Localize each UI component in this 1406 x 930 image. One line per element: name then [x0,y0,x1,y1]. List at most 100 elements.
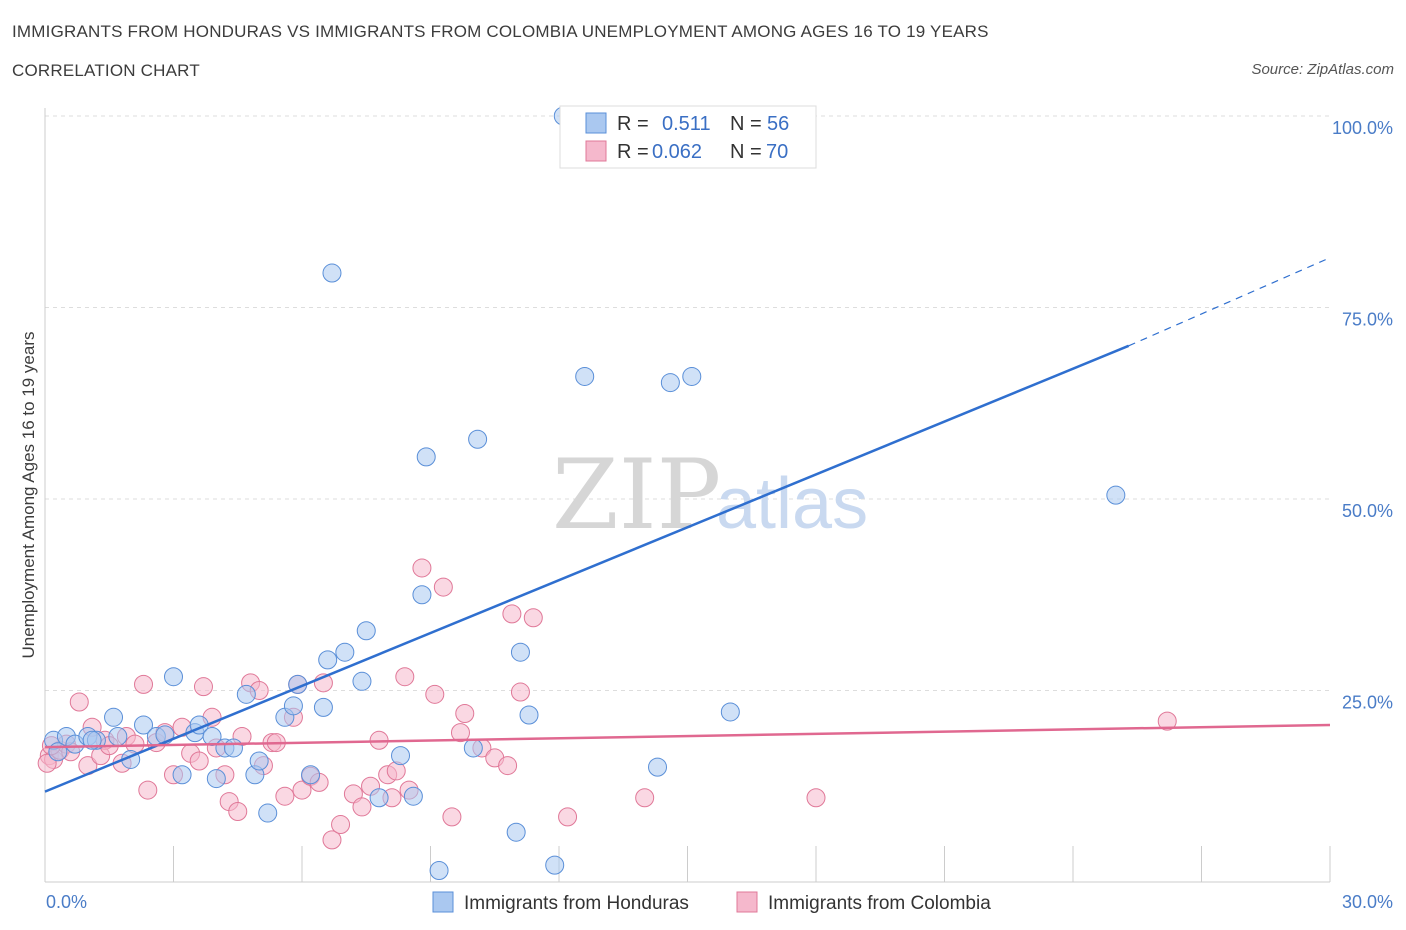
trend-line-colombia [44,723,1331,749]
colombia-point [292,780,312,800]
colombia-point [498,756,518,776]
chart-subtitle: CORRELATION CHART [12,61,200,80]
colombia-point [455,703,475,723]
honduras-point [391,746,411,766]
trend-line-honduras [44,344,1130,793]
series-colombia-points [37,558,1177,850]
watermark: ZIP atlas [552,439,868,551]
legend-r-label-1: R = [617,113,649,135]
colombia-point [635,788,655,808]
honduras-point [352,671,372,691]
honduras-point [412,585,432,605]
honduras-point [104,707,124,727]
honduras-point [660,373,680,393]
trend-line-honduras-extrapolated [1128,257,1331,347]
colombia-point [806,788,826,808]
colombia-point [228,802,248,822]
colombia-point [193,677,213,697]
colombia-point [331,815,351,835]
y-tick-label-100: 100.0% [1332,118,1393,138]
legend-n-value-honduras: 56 [767,113,789,135]
y-axis-label: Unemployment Among Ages 16 to 19 years [19,332,38,659]
series-legend: Immigrants from Honduras Immigrants from… [432,891,991,914]
watermark-zip: ZIP [552,439,721,551]
honduras-point [416,447,436,467]
legend-swatch-colombia [585,140,607,162]
bottom-legend-swatch-honduras [432,891,454,913]
colombia-point [189,751,209,771]
legend-r-value-honduras: 0.511 [662,113,711,135]
honduras-point [510,642,530,662]
honduras-point [356,621,376,641]
honduras-point [236,684,256,704]
colombia-point [558,807,578,827]
trend-lines [44,257,1331,793]
honduras-point [249,751,269,771]
honduras-point [206,769,226,789]
y-tick-labels: 25.0% 50.0% 75.0% 100.0% [1332,118,1393,713]
x-tick-label-min: 0.0% [46,892,87,912]
colombia-point [510,682,530,702]
colombia-point [134,674,154,694]
colombia-point [425,684,445,704]
honduras-point [1106,485,1126,505]
honduras-point [134,715,154,735]
y-tick-label-50: 50.0% [1342,501,1393,521]
honduras-point [403,786,423,806]
honduras-point [82,730,102,750]
honduras-point [545,855,565,875]
legend-swatch-honduras [585,112,607,134]
y-tick-label-75: 75.0% [1342,310,1393,330]
chart-title: IMMIGRANTS FROM HONDURAS VS IMMIGRANTS F… [12,22,989,41]
colombia-point [442,807,462,827]
colombia-point [523,608,543,628]
honduras-point [318,650,338,670]
colombia-point [395,667,415,687]
legend-r-value-colombia: 0.062 [652,141,702,163]
honduras-point [258,803,278,823]
honduras-point [335,642,355,662]
colombia-point [433,577,453,597]
colombia-point [322,830,342,850]
honduras-point [575,366,595,386]
legend-n-value-colombia: 70 [766,141,788,163]
series-honduras-points [44,106,1126,881]
x-tick-label-max: 30.0% [1342,892,1393,912]
honduras-point [429,861,449,881]
bottom-legend-label-colombia: Immigrants from Colombia [768,893,991,914]
honduras-point [720,702,740,722]
honduras-point [223,738,243,758]
honduras-point [519,705,539,725]
gridlines [45,115,1330,691]
honduras-point [648,757,668,777]
colombia-point [412,558,432,578]
colombia-point [275,786,295,806]
watermark-atlas: atlas [716,464,868,544]
honduras-point [369,788,389,808]
honduras-point [682,366,702,386]
honduras-point [506,822,526,842]
stats-legend: R = 0.511 N = 56 R = 0.062 N = 70 [559,105,817,169]
honduras-point [463,738,483,758]
honduras-point [172,765,192,785]
colombia-point [450,723,470,743]
legend-n-label-1: N = [730,113,762,135]
honduras-point [322,263,342,283]
colombia-point [138,780,158,800]
honduras-point [468,429,488,449]
honduras-point [301,765,321,785]
honduras-point [108,726,128,746]
x-tick-marks [44,846,1331,882]
bottom-legend-swatch-colombia [736,891,758,913]
honduras-point [283,696,303,716]
colombia-point [1157,711,1177,731]
legend-r-label-2: R = [617,141,649,163]
bottom-legend-label-honduras: Immigrants from Honduras [464,893,689,914]
colombia-point [502,604,522,624]
y-tick-label-25: 25.0% [1342,693,1393,713]
honduras-point [48,742,68,762]
colombia-point [69,692,89,712]
honduras-point [313,697,333,717]
source-label: Source: ZipAtlas.com [1251,61,1394,78]
